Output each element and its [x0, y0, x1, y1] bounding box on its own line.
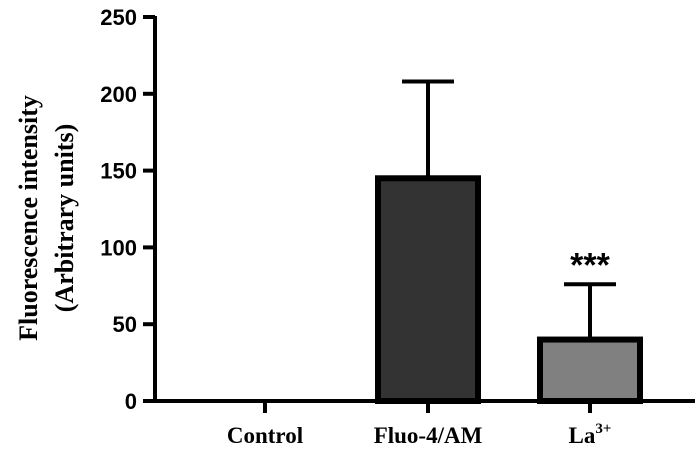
y-ticks: 0 50 100 150 200 250: [100, 5, 155, 414]
significance-annotation: ***: [570, 246, 610, 284]
y-axis-title: Fluorescence intensity (Arbitrary units): [14, 95, 79, 341]
x-category-labels: Control Fluo-4/AM La3+: [227, 421, 612, 448]
y-tick-label: 0: [125, 389, 137, 414]
y-tick-label: 250: [100, 5, 137, 30]
annotations: ***: [570, 246, 610, 284]
y-tick-label: 50: [113, 312, 137, 337]
x-category-label: Control: [227, 423, 303, 448]
x-category-label: La3+: [569, 421, 612, 448]
bar: [537, 336, 643, 404]
bars: [375, 79, 643, 404]
bar: [375, 175, 481, 404]
y-tick-label: 200: [100, 82, 137, 107]
y-axis-title-line: (Arbitrary units): [50, 124, 79, 312]
y-tick-label: 100: [100, 235, 137, 260]
x-category-label: Fluo-4/AM: [374, 423, 483, 448]
y-axis-title-line: Fluorescence intensity: [14, 95, 43, 341]
y-tick-label: 150: [100, 159, 137, 184]
